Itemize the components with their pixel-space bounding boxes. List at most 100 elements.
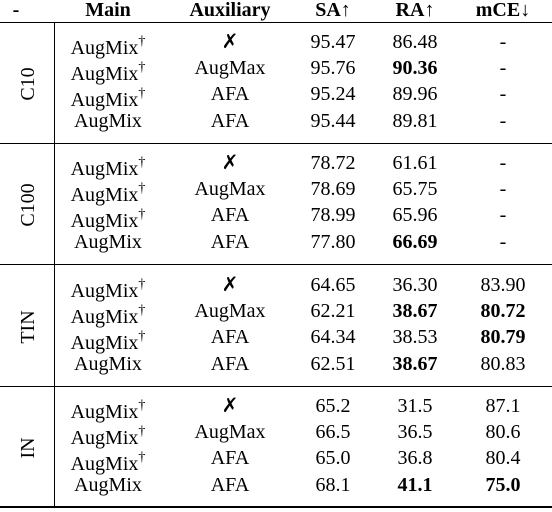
cell-mce: 83.90 bbox=[480, 274, 526, 296]
cell-ra: 38.67 bbox=[392, 300, 438, 323]
cell-aux: AugMax bbox=[194, 57, 266, 80]
cell-main: AugMix bbox=[74, 109, 142, 133]
cell-ra: 65.96 bbox=[392, 204, 438, 227]
cell-aux: AugMax bbox=[194, 421, 266, 444]
cell-ra: 89.96 bbox=[392, 83, 438, 106]
group-label: TIN bbox=[17, 310, 39, 345]
cell-sa: 62.21 bbox=[310, 300, 356, 323]
cell-mce: 80.6 bbox=[485, 421, 521, 444]
cell-main-text: AugMix bbox=[70, 280, 139, 302]
cell-main: AugMix† bbox=[71, 82, 146, 112]
cell-mce: - bbox=[499, 83, 507, 106]
cell-sa: 62.51 bbox=[310, 352, 356, 375]
dagger-mark: † bbox=[138, 34, 146, 49]
cell-ra: 86.48 bbox=[392, 31, 438, 53]
cell-mce: - bbox=[499, 152, 507, 174]
cell-main: AugMix† bbox=[71, 299, 146, 329]
cell-aux: AFA bbox=[210, 204, 250, 227]
cell-ra: 89.81 bbox=[392, 109, 438, 132]
cell-ra: 65.75 bbox=[392, 178, 438, 201]
dagger-mark: † bbox=[138, 155, 146, 170]
cell-main-text: AugMix bbox=[74, 352, 142, 375]
cell-main: AugMix† bbox=[71, 420, 146, 450]
cell-aux: AugMax bbox=[194, 178, 266, 201]
dagger-mark: † bbox=[138, 181, 146, 197]
cell-aux: AugMax bbox=[194, 300, 266, 323]
header-ra: RA↑ bbox=[395, 0, 435, 21]
header-mce: mCE↓ bbox=[475, 0, 531, 21]
cell-mce: - bbox=[499, 57, 507, 80]
cell-main-text: AugMix bbox=[70, 63, 139, 86]
cell-mce: 80.83 bbox=[480, 352, 526, 375]
group-label: C100 bbox=[17, 183, 39, 228]
column-separator bbox=[54, 22, 55, 143]
group-label: IN bbox=[17, 437, 39, 459]
cell-main: AugMix† bbox=[71, 446, 146, 476]
cell-ra: 38.53 bbox=[392, 326, 438, 349]
header-dash: - bbox=[12, 0, 20, 21]
dagger-mark: † bbox=[138, 207, 146, 223]
group-rule bbox=[0, 506, 552, 508]
cell-main: AugMix† bbox=[71, 325, 146, 355]
cell-main: AugMix† bbox=[71, 30, 146, 60]
dagger-mark: † bbox=[138, 86, 146, 102]
cell-main-text: AugMix bbox=[74, 109, 142, 132]
cell-sa: 77.80 bbox=[310, 230, 356, 253]
column-separator bbox=[54, 386, 55, 507]
cell-mce: 80.79 bbox=[480, 326, 526, 349]
cell-aux: AFA bbox=[210, 109, 250, 132]
cell-mce: - bbox=[499, 109, 507, 132]
cell-ra: 36.30 bbox=[392, 274, 438, 296]
cell-ra: 31.5 bbox=[397, 395, 433, 417]
cell-sa: 78.72 bbox=[310, 152, 356, 174]
cell-sa: 65.0 bbox=[315, 447, 351, 470]
dagger-mark: † bbox=[138, 398, 146, 413]
cell-sa: 68.1 bbox=[315, 473, 351, 496]
cell-main-text: AugMix bbox=[70, 453, 139, 476]
header-sa: SA↑ bbox=[315, 0, 351, 21]
cell-aux: AFA bbox=[210, 83, 250, 106]
cell-main-text: AugMix bbox=[74, 230, 142, 253]
cell-aux: AFA bbox=[210, 230, 250, 253]
cell-main: AugMix bbox=[74, 230, 142, 254]
cell-ra: 66.69 bbox=[392, 230, 438, 253]
cell-main-text: AugMix bbox=[70, 210, 139, 233]
cell-main-text: AugMix bbox=[70, 184, 139, 207]
cell-main: AugMix† bbox=[71, 56, 146, 86]
cell-sa: 95.24 bbox=[310, 83, 356, 106]
cell-sa: 95.47 bbox=[310, 31, 356, 53]
cell-aux: ✗ bbox=[221, 31, 239, 53]
cell-ra: 36.8 bbox=[397, 447, 433, 470]
cell-ra: 90.36 bbox=[392, 57, 438, 80]
cell-ra: 61.61 bbox=[392, 152, 438, 174]
dagger-mark: † bbox=[138, 450, 146, 466]
cell-aux: ✗ bbox=[221, 274, 239, 296]
cell-sa: 66.5 bbox=[315, 421, 351, 444]
cell-aux: AFA bbox=[210, 326, 250, 349]
cell-main-text: AugMix bbox=[70, 401, 139, 423]
cell-aux: AFA bbox=[210, 447, 250, 470]
cell-mce: - bbox=[499, 204, 507, 227]
cell-aux: ✗ bbox=[221, 152, 239, 174]
cell-main: AugMix† bbox=[71, 177, 146, 207]
cell-mce: 75.0 bbox=[485, 473, 521, 496]
group-rule bbox=[0, 264, 552, 265]
dagger-mark: † bbox=[138, 277, 146, 292]
cell-ra: 36.5 bbox=[397, 421, 433, 444]
cell-main-text: AugMix bbox=[70, 427, 139, 450]
column-separator bbox=[54, 143, 55, 264]
cell-ra: 41.1 bbox=[397, 473, 433, 496]
cell-sa: 95.44 bbox=[310, 109, 356, 132]
dagger-mark: † bbox=[138, 60, 146, 76]
dagger-mark: † bbox=[138, 303, 146, 319]
cell-ra: 38.67 bbox=[392, 352, 438, 375]
cell-mce: 80.72 bbox=[480, 300, 526, 323]
cell-aux: AFA bbox=[210, 352, 250, 375]
cell-aux: ✗ bbox=[221, 395, 239, 417]
cell-sa: 95.76 bbox=[310, 57, 356, 80]
header-auxiliary: Auxiliary bbox=[189, 0, 271, 21]
cell-main-text: AugMix bbox=[70, 306, 139, 329]
cell-mce: - bbox=[499, 230, 507, 253]
cell-sa: 64.34 bbox=[310, 326, 356, 349]
